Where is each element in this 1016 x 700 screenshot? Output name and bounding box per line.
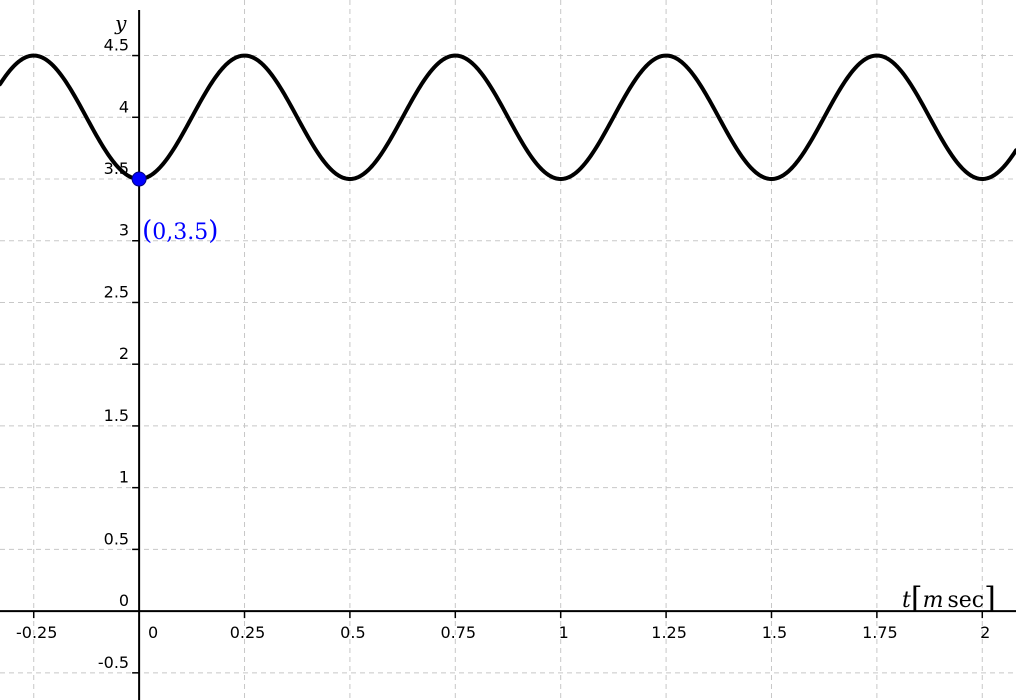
x-tick-label: 1.5 — [762, 623, 787, 642]
x-axis-label-unit-suffix: sec — [947, 588, 984, 613]
x-axis-label-left-bracket: [ — [911, 581, 923, 616]
y-tick-label: 4 — [119, 97, 129, 116]
point-label-y: 3.5 — [173, 220, 208, 245]
x-tick-label: 1 — [559, 623, 569, 642]
x-tick-label: 1.25 — [651, 623, 687, 642]
highlight-point-marker — [131, 171, 147, 187]
x-axis-ticks: -0.25 0 0.25 0.5 0.75 1 1.25 1.5 1.75 2 — [16, 611, 990, 642]
y-tick-label: 4.5 — [104, 36, 129, 55]
x-tick-label: -0.25 — [16, 623, 57, 642]
highlight-point-group — [131, 171, 147, 187]
y-tick-label: -0.5 — [98, 653, 129, 672]
axes — [0, 10, 1016, 700]
x-axis-label-unit-prefix: m — [923, 588, 944, 613]
y-tick-label: 3 — [119, 221, 129, 240]
vertical-grid-lines — [33, 0, 983, 700]
x-tick-label: 0 — [148, 623, 158, 642]
x-axis-label-symbol: t — [902, 588, 911, 613]
y-tick-label: 2 — [119, 344, 129, 363]
point-label-separator: , — [166, 220, 173, 245]
point-label-close-paren: ) — [208, 216, 218, 246]
y-axis-label: y — [114, 11, 127, 35]
y-tick-label: 2.5 — [104, 282, 129, 301]
series-line — [0, 53, 1016, 182]
highlight-point-label: (0,3.5) — [142, 216, 218, 246]
y-tick-label: 1.5 — [104, 406, 129, 425]
y-tick-label: 1 — [119, 468, 129, 487]
y-tick-label: 0 — [119, 591, 129, 610]
x-tick-label: 0.5 — [340, 623, 365, 642]
point-label-open-paren: ( — [142, 216, 152, 246]
y-axis-ticks: -0.500.511.522.533.544.5 — [98, 36, 140, 674]
horizontal-grid-lines — [0, 55, 1016, 674]
x-tick-label: 1.75 — [862, 623, 898, 642]
x-axis-label: t[m sec] — [902, 581, 996, 616]
x-axis-label-right-bracket: ] — [984, 581, 996, 616]
x-tick-label: 2 — [980, 623, 990, 642]
point-label-x: 0 — [152, 220, 166, 245]
x-tick-label: 0.75 — [440, 623, 476, 642]
x-tick-label: 0.25 — [230, 623, 266, 642]
y-tick-label: 0.5 — [104, 529, 129, 548]
